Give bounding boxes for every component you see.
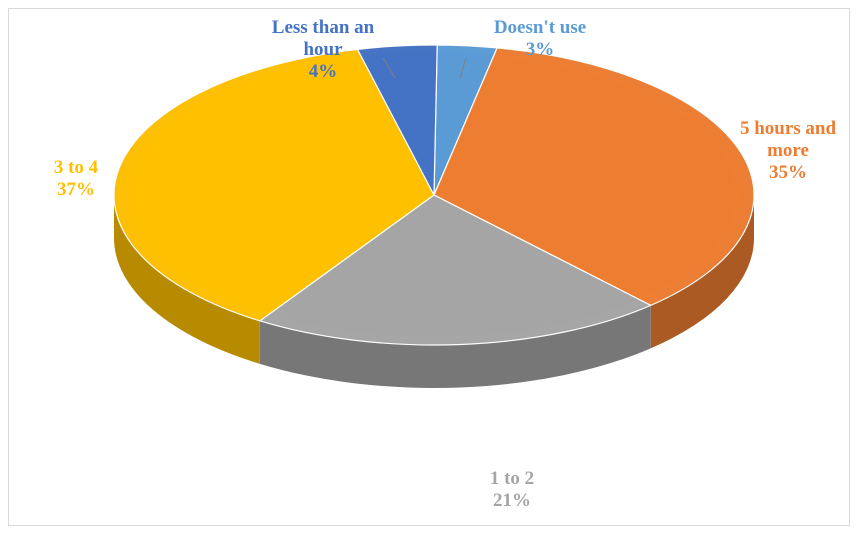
- pie-top: [113, 44, 755, 346]
- pie-side-1: [650, 195, 754, 349]
- pie-side-2: [259, 305, 651, 388]
- data-label-percent: 3%: [526, 39, 555, 60]
- pie-sides: [114, 195, 754, 388]
- data-label-name: 1 to 2: [490, 468, 534, 489]
- pie-side-3: [114, 195, 260, 364]
- leader-lines: [382, 57, 467, 79]
- data-label-name: 5 hours and: [740, 118, 837, 139]
- leader-line-0: [459, 57, 467, 79]
- data-label-name: Less than an: [272, 17, 375, 38]
- data-label-name: 3 to 4: [54, 157, 99, 178]
- data-label-percent: 35%: [769, 162, 807, 183]
- data-label-3: 3 to 437%: [54, 157, 99, 200]
- data-label-percent: 4%: [309, 61, 338, 82]
- data-label-name: Doesn't use: [494, 17, 586, 38]
- leader-line-4: [382, 57, 396, 79]
- data-label-2: 1 to 221%: [490, 468, 534, 511]
- data-label-percent: 21%: [493, 490, 531, 511]
- data-label-name: more: [767, 140, 809, 161]
- data-label-name: hour: [303, 39, 343, 60]
- data-label-percent: 37%: [57, 179, 95, 200]
- pie-top-shading: [114, 45, 754, 345]
